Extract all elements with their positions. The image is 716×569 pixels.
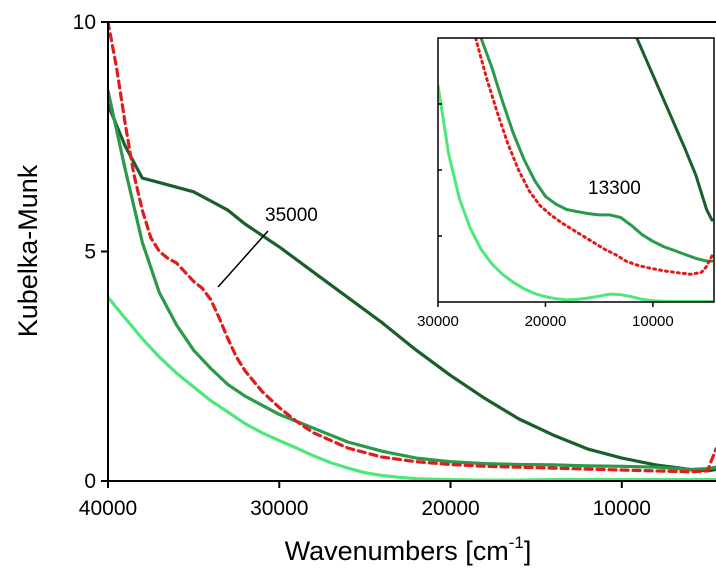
y-axis-title: Kubelka-Munk [13,164,43,337]
y-tick-label: 0 [84,470,96,493]
x-axis-title-suffix: ] [524,536,532,566]
inset-x-tick-label: 20000 [525,313,567,330]
main-ticks-group: 40000 30000 20000 10000 0 5 10 [73,11,651,520]
series-line-1 [108,102,716,473]
y-tick-label: 10 [73,11,96,34]
inset-x-tick-label: 30000 [417,313,459,330]
inset-series-line-3 [474,38,714,276]
inset-series-line-2 [479,38,714,263]
inset-background [438,38,716,302]
series-line-3 [108,22,716,474]
y-tick-label: 5 [84,241,96,264]
series-line-4 [108,295,716,480]
inset-x-tick-label: 10000 [632,313,674,330]
x-axis-title-main: Wavenumbers [cm [285,536,509,566]
main-series-group [108,22,716,480]
inset-annotation-13300: 13300 [588,178,641,199]
x-tick-label: 40000 [79,497,137,520]
x-tick-label: 30000 [250,497,308,520]
annotation-leader-line [217,230,269,288]
series-line-2 [108,89,716,472]
x-axis-title-superscript: -1 [509,533,524,552]
annotation-35000: 35000 [265,205,318,226]
inset-ticks-group: 30000 20000 10000 [417,103,674,330]
x-tick-label: 10000 [593,497,651,520]
x-axis-title: Wavenumbers [cm-1] [285,533,532,566]
x-tick-label: 20000 [421,497,479,520]
inset-series-line-1 [635,38,714,222]
